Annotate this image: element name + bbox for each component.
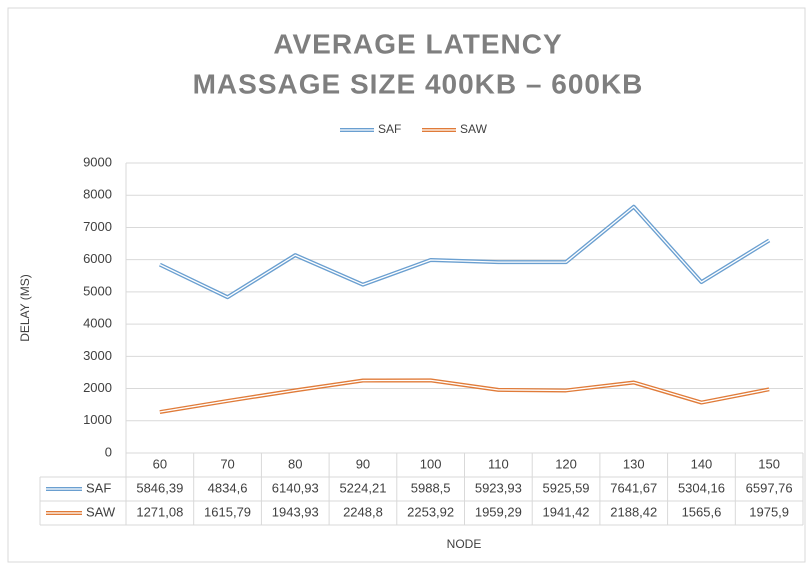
table-cell: 5846,39: [136, 480, 183, 495]
table-cell: 1941,42: [543, 504, 590, 519]
x-tick-label: 70: [220, 456, 234, 471]
line-inner: [159, 206, 770, 298]
table-cell: 4834,6: [208, 480, 248, 495]
table-cell: 2248,8: [343, 504, 383, 519]
y-tick-label: 6000: [83, 251, 112, 266]
table-cell: 1271,08: [136, 504, 183, 519]
table-cell: 5925,59: [543, 480, 590, 495]
x-tick-label: 100: [420, 456, 442, 471]
table-cell: 6140,93: [272, 480, 319, 495]
y-tick-label: 4000: [83, 316, 112, 331]
x-tick-label: 90: [356, 456, 370, 471]
table-cell: 1975,9: [749, 504, 789, 519]
chart-subtitle: MASSAGE SIZE 400KB – 600KB: [193, 68, 644, 99]
y-tick-label: 9000: [83, 154, 112, 169]
y-tick-label: 8000: [83, 187, 112, 202]
table-series-label: SAF: [86, 480, 111, 495]
table-cell: 2188,42: [610, 504, 657, 519]
table-cell: 1615,79: [204, 504, 251, 519]
y-tick-label: 2000: [83, 380, 112, 395]
x-tick-label: 150: [758, 456, 780, 471]
table-cell: 5304,16: [678, 480, 725, 495]
chart-border: [7, 7, 806, 563]
y-tick-label: 5000: [83, 283, 112, 298]
x-axis-label: NODE: [447, 537, 482, 551]
table-cell: 2253,92: [407, 504, 454, 519]
y-tick-label: 3000: [83, 348, 112, 363]
table-cell: 6597,76: [746, 480, 793, 495]
table-cell: 1959,29: [475, 504, 522, 519]
y-tick-label: 7000: [83, 219, 112, 234]
x-tick-label: 80: [288, 456, 302, 471]
table-cell: 5224,21: [339, 480, 386, 495]
x-tick-label: 130: [623, 456, 645, 471]
legend-label: SAF: [378, 122, 401, 136]
chart-title: AVERAGE LATENCY: [273, 28, 562, 59]
table-cell: 5988,5: [411, 480, 451, 495]
y-tick-label: 0: [105, 444, 112, 459]
table-series-label: SAW: [86, 504, 116, 519]
y-tick-label: 1000: [83, 412, 112, 427]
table-cell: 5923,93: [475, 480, 522, 495]
line-inner: [159, 379, 770, 413]
legend-label: SAW: [460, 122, 488, 136]
x-tick-label: 140: [691, 456, 713, 471]
x-tick-label: 120: [555, 456, 577, 471]
x-tick-label: 60: [153, 456, 167, 471]
table-cell: 1565,6: [682, 504, 722, 519]
table-cell: 7641,67: [610, 480, 657, 495]
table-cell: 1943,93: [272, 504, 319, 519]
y-axis-label: DELAY (MS): [18, 274, 32, 342]
x-tick-label: 110: [488, 456, 509, 471]
